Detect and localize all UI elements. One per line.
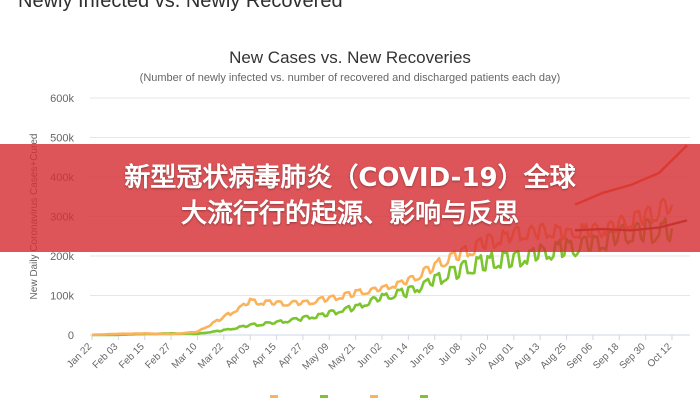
x-tick-label: Feb 03 — [91, 341, 121, 371]
x-tick-label: Aug 13 — [512, 341, 542, 371]
banner-line-2: 大流行行的起源、影响与反思 — [180, 199, 519, 229]
chart-subtitle: (Number of newly infected vs. number of … — [139, 72, 561, 84]
x-tick-label: May 21 — [327, 341, 358, 372]
x-tick-label: Sep 18 — [591, 341, 621, 371]
title-banner — [0, 144, 700, 252]
x-tick-label: Oct 12 — [646, 341, 675, 370]
banner-text: 新型冠状病毒肺炎（COVID-19）全球 大流行行的起源、影响与反思 — [20, 160, 680, 232]
x-tick-label: Mar 22 — [196, 341, 226, 371]
legend-marker — [270, 395, 278, 398]
page-heading: Newly Infected vs. Newly Recovered — [18, 0, 343, 12]
x-tick-label: Jun 02 — [355, 341, 384, 370]
y-tick-label: 0 — [68, 330, 74, 342]
chart-title: New Cases vs. New Recoveries — [229, 48, 471, 67]
x-tick-label: Aug 01 — [486, 341, 516, 371]
legend-marker — [370, 395, 378, 398]
y-tick-label: 600k — [50, 93, 74, 105]
x-tick-label: Feb 27 — [143, 341, 173, 371]
legend-marker — [320, 395, 328, 398]
x-tick-label: Jan 22 — [65, 341, 94, 370]
x-tick-label: Mar 10 — [170, 341, 200, 371]
x-tick-label: Jun 26 — [408, 341, 437, 370]
x-tick-label: Jun 14 — [381, 341, 410, 370]
legend-marker — [420, 395, 428, 398]
y-tick-label: 500k — [50, 133, 74, 145]
x-tick-label: Aug 25 — [538, 341, 568, 371]
x-tick-label: Jul 08 — [437, 341, 464, 368]
y-tick-label: 200k — [50, 251, 74, 263]
x-tick-label: Sep 06 — [565, 341, 595, 371]
x-tick-label: Apr 03 — [224, 341, 253, 370]
banner-line-1: 新型冠状病毒肺炎（COVID-19）全球 — [124, 163, 576, 193]
x-tick-label: Sep 30 — [618, 341, 648, 371]
x-tick-label: May 09 — [300, 341, 331, 372]
y-tick-label: 100k — [50, 291, 74, 303]
x-tick-label: Feb 15 — [117, 341, 147, 371]
x-tick-label: Apr 15 — [250, 341, 279, 370]
